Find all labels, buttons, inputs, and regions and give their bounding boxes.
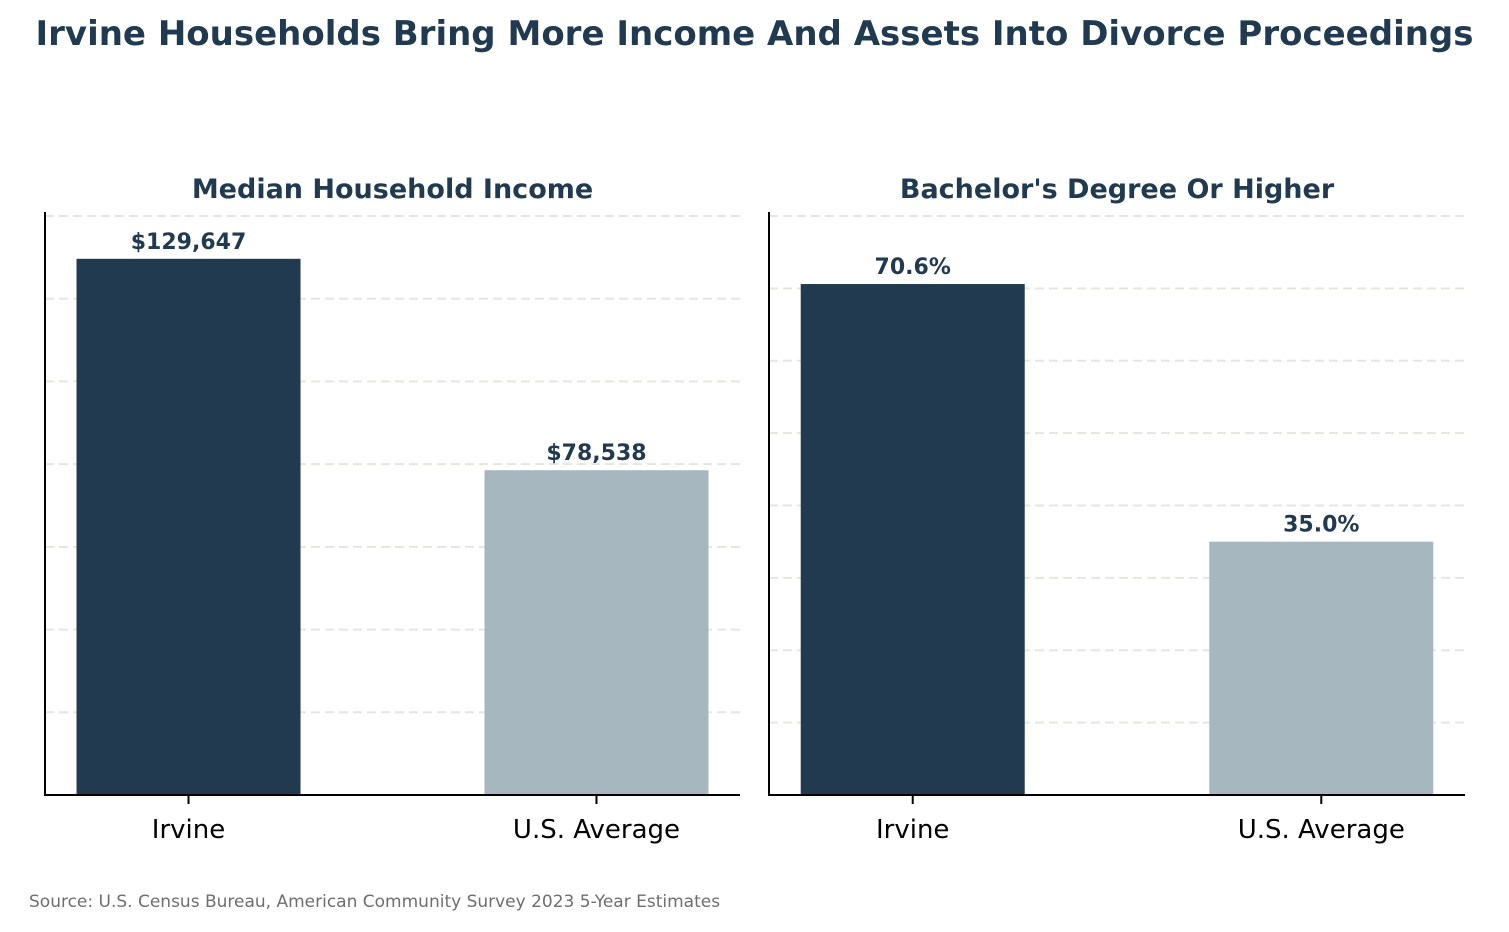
education-panel-title: Bachelor's Degree Or Higher xyxy=(900,174,1335,205)
education-chart-panel: 70.6% Irvine 35.0% U.S. Average Bachelor's D… xyxy=(768,174,1465,845)
income-value-label-us-average: $78,538 xyxy=(546,441,646,466)
education-bar-us-average xyxy=(1209,541,1434,795)
education-x-tick-label-us-average: U.S. Average xyxy=(1238,815,1405,845)
income-bar-us-average xyxy=(484,470,709,795)
education-value-label-irvine: 70.6% xyxy=(875,255,951,280)
source-note: Source: U.S. Census Bureau, American Com… xyxy=(29,892,721,912)
income-bar-irvine xyxy=(76,258,301,796)
education-bar-irvine xyxy=(800,284,1025,795)
income-x-tick-label-us-average: U.S. Average xyxy=(513,815,680,845)
education-value-label-us-average: 35.0% xyxy=(1283,513,1359,538)
income-panel-title: Median Household Income xyxy=(192,174,593,205)
main-title: Irvine Households Bring More Income And … xyxy=(35,14,1474,54)
income-chart-panel: $129,647 Irvine $78,538 U.S. Average Median … xyxy=(44,174,740,845)
income-x-tick-label-irvine: Irvine xyxy=(152,815,225,845)
education-x-tick-label-irvine: Irvine xyxy=(876,815,949,845)
income-value-label-irvine: $129,647 xyxy=(131,230,247,255)
